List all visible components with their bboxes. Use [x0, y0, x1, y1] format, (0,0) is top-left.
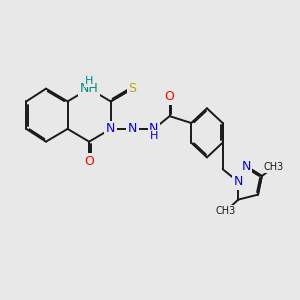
Text: N: N [242, 160, 251, 173]
Text: O: O [165, 90, 175, 103]
Text: NH: NH [80, 82, 98, 95]
Text: N: N [234, 176, 243, 188]
Text: H: H [150, 131, 158, 141]
Text: N: N [106, 122, 116, 135]
Text: S: S [128, 82, 136, 95]
Text: CH3: CH3 [215, 206, 236, 216]
Text: O: O [84, 155, 94, 168]
Text: H: H [85, 76, 93, 86]
Text: N: N [128, 122, 137, 135]
Text: CH3: CH3 [263, 162, 284, 172]
Text: N: N [149, 122, 159, 135]
